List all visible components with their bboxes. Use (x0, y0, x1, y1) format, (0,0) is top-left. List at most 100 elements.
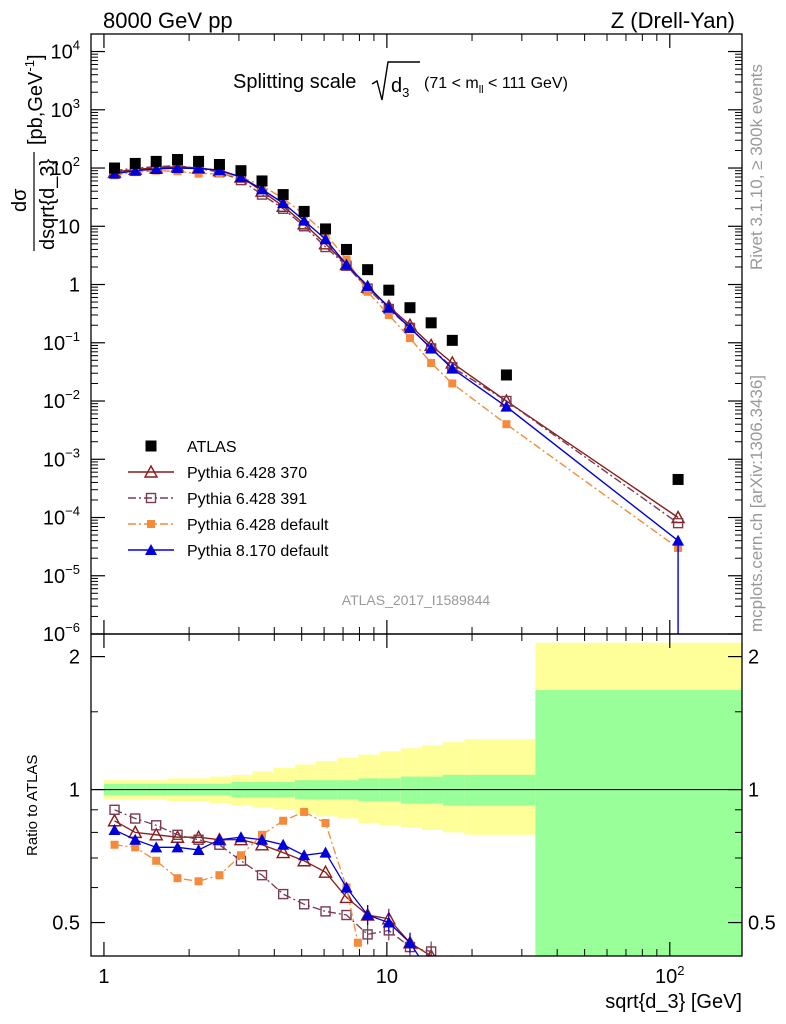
ratio-y-tick-label-right: 0.5 (748, 913, 776, 935)
ratio-point (382, 916, 395, 928)
ratio-point (340, 881, 353, 893)
data-point (384, 310, 393, 319)
ratio-point (277, 888, 289, 900)
legend-label: Pythia 6.428 370 (187, 465, 307, 482)
data-point (340, 258, 353, 270)
legend-label: Pythia 8.170 default (187, 543, 329, 560)
data-point (448, 379, 457, 388)
data-point (129, 164, 142, 176)
data-point (446, 334, 458, 346)
y-tick-label: 10−2 (43, 387, 80, 413)
data-point (427, 358, 436, 367)
y-tick-label: 10−1 (43, 329, 80, 355)
ratio-line (114, 809, 438, 956)
ratio-series-pythia-6-428-391 (109, 804, 438, 956)
ratio-point (279, 816, 288, 825)
series-line (114, 167, 679, 542)
series-atlas (109, 154, 684, 485)
data-point (404, 302, 416, 314)
ratio-point (339, 889, 354, 904)
data-point (234, 171, 247, 183)
legend-marker (147, 520, 155, 528)
y-tick-label: 10−6 (43, 620, 80, 646)
ratio-point (318, 864, 333, 878)
data-point (235, 165, 247, 177)
data-point (340, 243, 352, 255)
data-point (405, 334, 414, 343)
data-point (298, 214, 311, 226)
data-point (383, 284, 395, 296)
ratio-panel (107, 804, 453, 956)
ratio-point (275, 845, 291, 859)
ylabel-unit: [pb,GeV-1] (22, 54, 47, 145)
data-point (425, 317, 437, 329)
green-band-bin (443, 774, 465, 806)
sqrt-sign (371, 61, 420, 101)
ratio-point (300, 807, 309, 816)
plot-title: Splitting scale d3 (71 < mll < 111 GeV) (233, 61, 568, 101)
data-point (446, 362, 459, 374)
ratio-point (277, 838, 290, 850)
analysis-watermark: ATLAS_2017_I1589844 (342, 592, 491, 608)
data-point (277, 189, 289, 201)
data-point (193, 155, 205, 167)
legend-entry: ATLAS (145, 439, 237, 456)
ratio-point (194, 877, 203, 886)
ratio-point (191, 829, 206, 843)
y-tick-label: 102 (51, 154, 80, 180)
title-d3-symbol: d3 (391, 75, 409, 100)
ratio-point (234, 831, 247, 843)
main-y-axis-label: dσ dsqrt{d_3} [pb,GeV-1] (9, 54, 59, 251)
ratio-y-tick-label: 1 (69, 780, 80, 802)
ratio-point (109, 804, 120, 815)
ratio-point (129, 833, 142, 845)
ratio-uncertainty-bands (91, 642, 742, 956)
y-tick-label: 10−4 (43, 504, 80, 530)
data-point (382, 301, 395, 313)
ratio-y-tick-label-right: 1 (748, 780, 759, 802)
data-point (403, 321, 416, 333)
legend-marker (145, 544, 157, 555)
ratio-point (256, 833, 269, 845)
legend: ATLAS Pythia 6.428 370 Pythia 6.428 391 Pyt… (128, 439, 329, 560)
ratio-point (149, 827, 164, 841)
green-band-bin (535, 690, 742, 956)
data-point (361, 279, 374, 291)
legend-marker (143, 464, 159, 478)
ratio-point (108, 823, 121, 835)
ylabel-denominator: dsqrt{d_3} (37, 158, 59, 250)
main-panel (107, 154, 686, 634)
ratio-point (321, 819, 330, 828)
legend-marker (145, 440, 157, 452)
x-tick-label: 10 (376, 966, 398, 988)
ratio-point (213, 833, 226, 845)
legend-entry: Pythia 8.170 default (128, 543, 329, 560)
series-pythia-8-170-default (108, 162, 685, 546)
legend-entry: Pythia 6.428 default (128, 517, 329, 534)
data-point (172, 154, 184, 166)
data-point (150, 163, 163, 175)
ratio-point (341, 909, 352, 921)
y-tick-label: 10−3 (43, 445, 80, 471)
data-point (256, 183, 269, 195)
legend-entry: Pythia 6.428 370 (128, 464, 307, 482)
title-main-text: Splitting scale (233, 71, 356, 93)
data-point (362, 264, 374, 276)
ratio-point (150, 841, 163, 853)
ratio-series-pythia-8-170-default (108, 823, 420, 956)
legend-label: ATLAS (187, 439, 237, 456)
ratio-frame (90, 633, 743, 957)
header-right: Z (Drell-Yan) (611, 8, 735, 33)
data-point (320, 223, 332, 235)
data-point (363, 287, 372, 296)
legend-entry: Pythia 6.428 391 (128, 491, 307, 508)
ratio-point (150, 820, 162, 831)
ratio-point (131, 843, 140, 852)
y-tick-label: 10−5 (43, 562, 80, 588)
ylabel-numerator: dσ (9, 188, 31, 212)
ratio-point (110, 840, 119, 849)
y-tick-label: 103 (51, 96, 80, 122)
ratio-point (152, 856, 161, 865)
data-point (500, 400, 513, 412)
